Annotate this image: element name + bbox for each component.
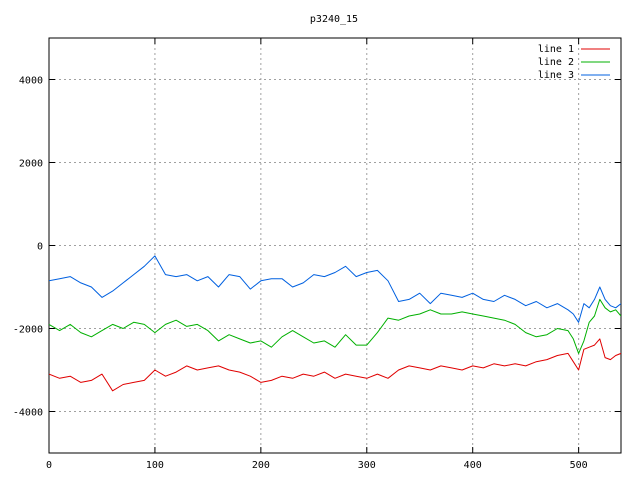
series-line-2	[49, 298, 621, 354]
legend-label-1: line 1	[538, 44, 574, 55]
grid	[49, 38, 621, 453]
chart-title: p3240_15	[310, 14, 358, 25]
x-tick-label-1: 100	[146, 460, 164, 471]
legend-label-2: line 2	[538, 57, 574, 68]
y-tick-label-1: -2000	[13, 325, 43, 336]
axes: 0 100 200 300 400 500 -4000 -2000 0 2000 4000	[13, 37, 622, 471]
y-tick-label-3: 2000	[19, 159, 43, 170]
x-tick-label-4: 400	[464, 460, 482, 471]
y-tick-label-4: 4000	[19, 76, 43, 87]
legend: line 1 line 2 line 3	[538, 44, 610, 81]
series-line-1	[49, 338, 621, 392]
x-tick-label-5: 500	[570, 460, 588, 471]
series-line-3	[49, 255, 621, 323]
series-layer	[49, 255, 621, 392]
legend-label-3: line 3	[538, 70, 574, 81]
x-tick-label-0: 0	[46, 460, 52, 471]
y-tick-label-0: -4000	[13, 408, 43, 419]
x-tick-label-3: 300	[358, 460, 376, 471]
x-tick-label-2: 200	[252, 460, 270, 471]
y-tick-label-2: 0	[37, 242, 43, 253]
